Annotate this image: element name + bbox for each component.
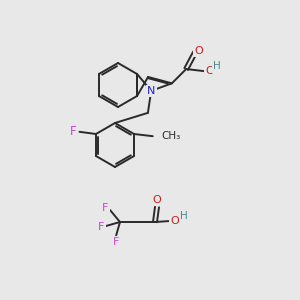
Text: N: N: [147, 86, 155, 96]
Text: O: O: [195, 46, 203, 56]
Text: F: F: [113, 237, 119, 247]
Text: CH₃: CH₃: [162, 131, 181, 141]
Text: O: O: [206, 66, 214, 76]
Text: F: F: [70, 125, 77, 138]
Text: H: H: [213, 61, 221, 71]
Text: O: O: [171, 216, 179, 226]
Text: O: O: [153, 195, 161, 205]
Text: H: H: [180, 211, 188, 221]
Text: F: F: [102, 203, 108, 213]
Text: F: F: [98, 222, 104, 232]
